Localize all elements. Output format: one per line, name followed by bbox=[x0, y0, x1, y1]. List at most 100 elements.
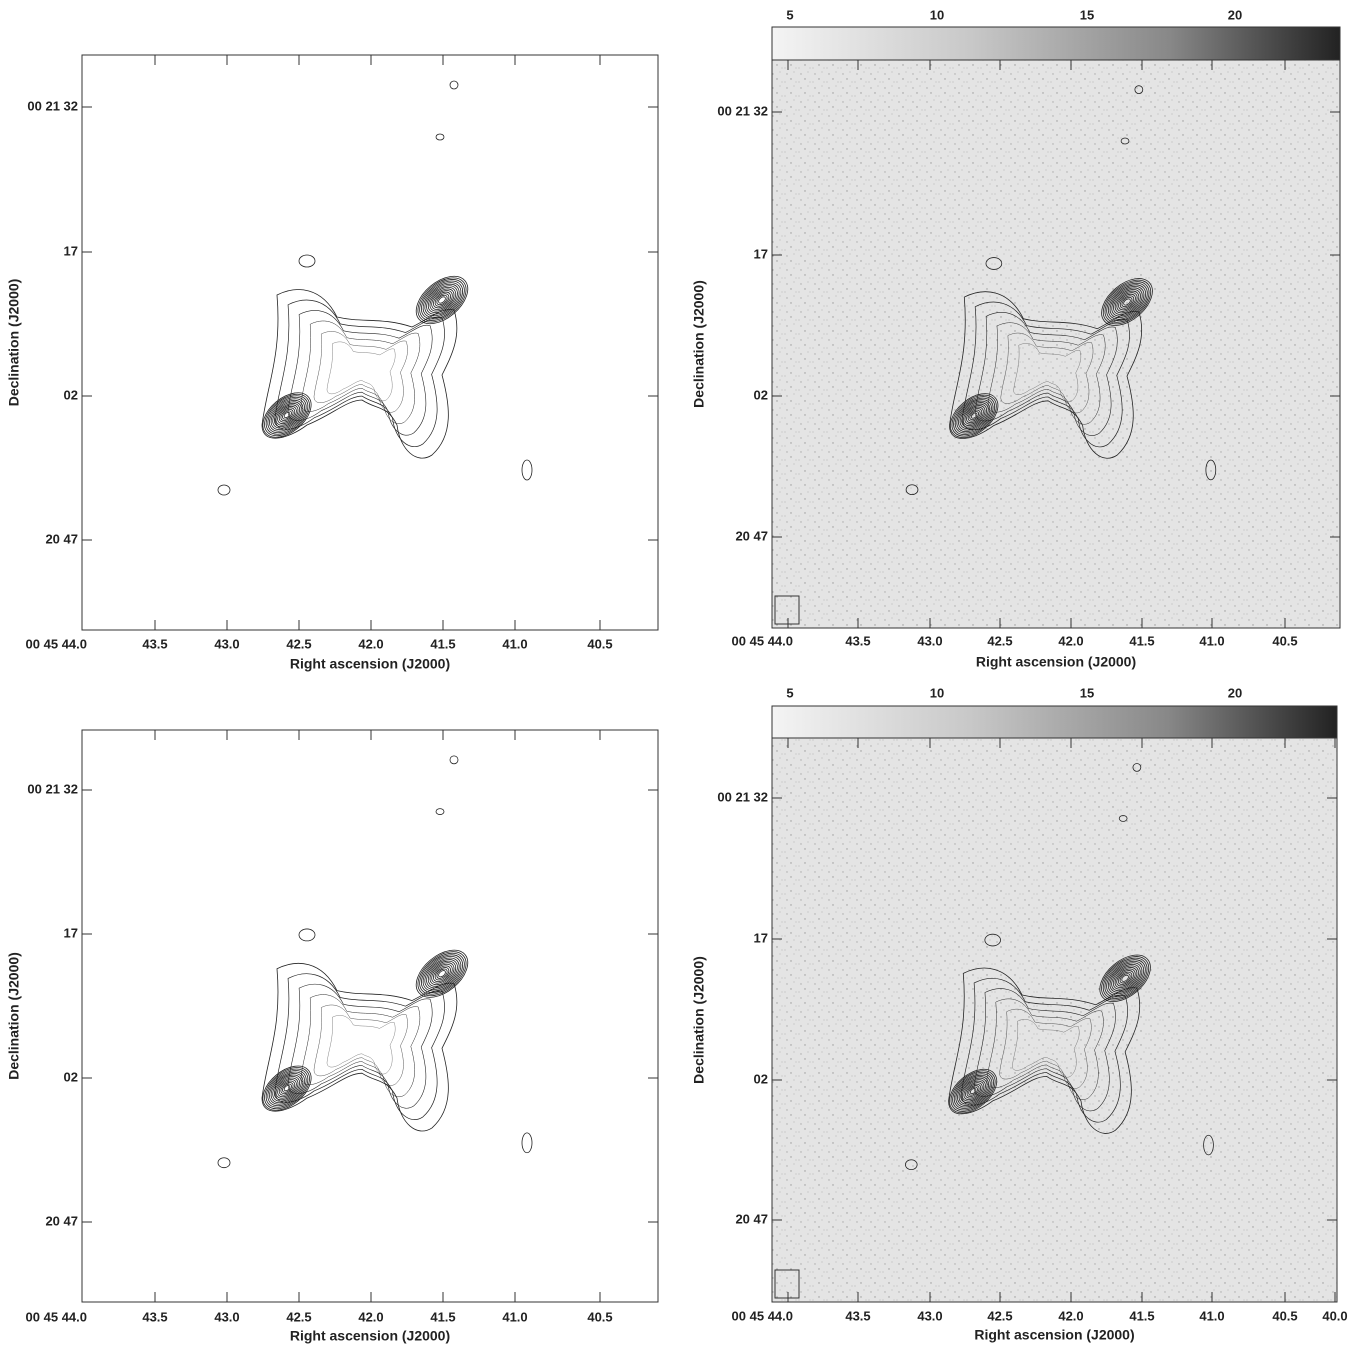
contour bbox=[419, 279, 465, 321]
x-tick-label: 43.5 bbox=[142, 1309, 167, 1324]
x-tick-label: 40.5 bbox=[1272, 633, 1297, 648]
contour bbox=[948, 967, 1141, 1134]
ticks bbox=[772, 738, 1337, 1302]
contour bbox=[949, 291, 1143, 459]
contour bbox=[1109, 963, 1141, 993]
x-tick-label: 42.0 bbox=[1058, 633, 1083, 648]
contour bbox=[270, 399, 304, 431]
ticks bbox=[81, 730, 658, 1302]
contour bbox=[262, 1065, 312, 1111]
contour bbox=[959, 402, 989, 430]
contour bbox=[433, 965, 451, 982]
colorbar-tick-label: 20 bbox=[1228, 7, 1242, 22]
contour bbox=[449, 80, 459, 90]
x-tick-label: 43.0 bbox=[214, 636, 239, 651]
ticks bbox=[772, 60, 1340, 628]
panel: 5 10 15 20 00 45 44.0 43.5 43.0 42.5 42.0 41.5 41.… bbox=[691, 7, 1341, 670]
contour bbox=[275, 1077, 299, 1099]
contour bbox=[1012, 1019, 1080, 1078]
contour bbox=[1114, 290, 1140, 314]
y-tick-label: 17 bbox=[64, 925, 78, 940]
y-axis-label: Declination (J2000) bbox=[691, 280, 707, 408]
contour bbox=[961, 403, 988, 428]
y-tick-label: 00 21 32 bbox=[27, 98, 78, 113]
x-tick-label: 00 45 44.0 bbox=[732, 633, 793, 648]
contour bbox=[417, 277, 467, 323]
y-axis-label: Declination (J2000) bbox=[6, 279, 22, 407]
contour bbox=[434, 967, 450, 981]
contour bbox=[272, 1074, 302, 1102]
x-tick-label: 41.5 bbox=[1129, 633, 1154, 648]
contour bbox=[1132, 763, 1142, 772]
contour bbox=[280, 408, 294, 422]
contour bbox=[969, 411, 979, 421]
x-axis-label: Right ascension (J2000) bbox=[290, 1328, 450, 1344]
contour bbox=[1118, 815, 1128, 822]
y-axis-label: Declination (J2000) bbox=[6, 952, 22, 1080]
contour bbox=[1121, 974, 1129, 982]
x-tick-label: 00 45 44.0 bbox=[26, 636, 87, 651]
contour bbox=[952, 1071, 994, 1111]
contour bbox=[521, 1132, 533, 1154]
y-tick-label: 00 21 32 bbox=[717, 789, 768, 804]
contour bbox=[429, 962, 455, 986]
x-tick-label: 41.5 bbox=[430, 1309, 455, 1324]
contour bbox=[986, 998, 1104, 1100]
x-tick-label: 42.5 bbox=[286, 1309, 311, 1324]
contour bbox=[1134, 85, 1144, 94]
panel: 00 45 44.0 43.5 43.0 42.5 42.0 41.5 41.0 40.5 00… bbox=[6, 54, 659, 672]
contour bbox=[1116, 292, 1138, 312]
contour bbox=[435, 133, 445, 141]
contour bbox=[1104, 959, 1146, 998]
contour bbox=[287, 983, 433, 1109]
contour bbox=[1013, 343, 1082, 402]
colorbar-tick-label: 20 bbox=[1228, 685, 1242, 700]
plot-frame bbox=[81, 729, 659, 1303]
panel: 5 10 15 20 00 45 44.0 43.5 43.0 42.5 42.0 41.5 41.… bbox=[691, 685, 1348, 1342]
contour bbox=[1102, 957, 1148, 999]
contour bbox=[1203, 1134, 1214, 1156]
contour bbox=[424, 957, 460, 990]
contour bbox=[429, 288, 455, 312]
contour bbox=[277, 1079, 297, 1098]
x-tick-label: 42.5 bbox=[987, 633, 1012, 648]
contour bbox=[277, 405, 297, 425]
contour bbox=[426, 959, 458, 989]
x-tick-label: 41.0 bbox=[502, 636, 527, 651]
x-tick-label: 41.5 bbox=[1129, 1308, 1154, 1323]
contour bbox=[1107, 284, 1147, 320]
contour bbox=[273, 402, 301, 428]
contour bbox=[963, 1082, 983, 1101]
contour bbox=[282, 410, 292, 420]
contour bbox=[422, 956, 462, 992]
contour bbox=[283, 1085, 291, 1092]
contour bbox=[961, 1080, 985, 1102]
x-tick-label: 40.5 bbox=[587, 1309, 612, 1324]
contour bbox=[434, 293, 450, 307]
contour bbox=[417, 951, 467, 997]
ticks bbox=[81, 55, 658, 630]
plot-frame bbox=[81, 54, 659, 631]
y-tick-label: 20 47 bbox=[735, 528, 768, 543]
contour bbox=[1099, 954, 1151, 1002]
contour bbox=[1118, 971, 1133, 985]
plot-frame bbox=[771, 59, 1341, 629]
contour bbox=[421, 280, 463, 320]
y-tick-label: 02 bbox=[64, 387, 78, 402]
contour bbox=[217, 484, 231, 496]
x-tick-label: 42.0 bbox=[358, 636, 383, 651]
contour bbox=[1106, 960, 1145, 996]
contour-map bbox=[905, 763, 1214, 1170]
colorbar-tick-label: 15 bbox=[1080, 7, 1094, 22]
colorbar-tick-label: 5 bbox=[786, 7, 793, 22]
contour bbox=[1113, 289, 1141, 315]
y-tick-label: 17 bbox=[754, 930, 768, 945]
contour bbox=[436, 294, 448, 306]
contour bbox=[438, 296, 446, 304]
x-tick-label: 42.5 bbox=[987, 1308, 1012, 1323]
contour bbox=[435, 808, 445, 815]
contour bbox=[1111, 287, 1143, 317]
colorbar-tick-label: 10 bbox=[930, 7, 944, 22]
contour bbox=[1000, 332, 1094, 414]
contour bbox=[960, 1079, 986, 1103]
